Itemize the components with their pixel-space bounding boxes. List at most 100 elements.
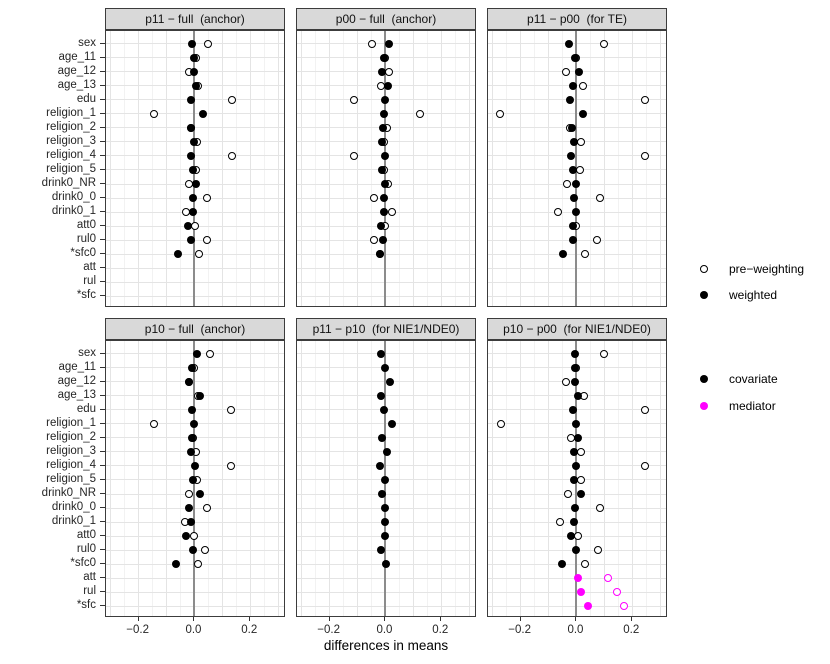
point-weighted xyxy=(384,81,393,90)
panel-strip: p11 − p00 (for TE) xyxy=(487,8,667,30)
x-axis-tick-label: −0.2 xyxy=(317,624,340,636)
gridline-vertical xyxy=(659,341,661,616)
gridline-vertical xyxy=(124,341,126,616)
y-axis-tick xyxy=(100,42,105,44)
x-axis-tick-label: −0.2 xyxy=(508,624,531,636)
point-weighted xyxy=(189,546,198,555)
gridline-vertical xyxy=(645,31,647,306)
x-axis-tick-label: 0.0 xyxy=(376,624,393,636)
point-weighted xyxy=(378,67,387,76)
gridline-vertical xyxy=(207,341,209,616)
gridline-vertical xyxy=(562,341,563,616)
y-axis-tick xyxy=(100,352,105,354)
legend-item-weighted: weighted xyxy=(700,288,777,302)
point-weighted xyxy=(381,532,390,541)
point-weighted xyxy=(570,53,579,62)
gridline-vertical xyxy=(301,341,303,616)
point-weighted xyxy=(569,236,578,245)
gridline-vertical xyxy=(589,341,591,616)
point-pre-weighting xyxy=(577,475,586,484)
point-pre-weighting xyxy=(181,208,190,217)
y-axis-tick xyxy=(100,267,105,269)
y-axis-tick xyxy=(100,450,105,452)
point-pre-weighting xyxy=(640,151,649,160)
point-pre-weighting xyxy=(562,180,571,188)
y-axis-tick xyxy=(100,56,105,58)
point-pre-weighting xyxy=(579,81,588,90)
gridline-vertical xyxy=(166,341,168,616)
gridline-vertical xyxy=(315,341,317,616)
point-weighted xyxy=(189,208,198,217)
point-pre-weighting xyxy=(369,236,378,245)
gridline-vertical xyxy=(617,31,619,306)
point-weighted xyxy=(378,236,387,245)
point-weighted xyxy=(381,475,390,484)
point-weighted xyxy=(570,518,579,527)
point-weighted xyxy=(570,504,579,513)
point-weighted xyxy=(381,518,390,527)
gridline-vertical xyxy=(492,31,494,306)
y-axis-label: age_13 xyxy=(57,388,96,401)
y-axis-label: religion_1 xyxy=(46,106,96,119)
open-circle-icon xyxy=(700,265,708,273)
y-axis-tick xyxy=(100,605,105,607)
point-weighted xyxy=(572,461,581,470)
point-weighted xyxy=(196,490,205,498)
point-weighted xyxy=(192,180,201,188)
point-weighted xyxy=(567,532,576,541)
y-axis-label: religion_5 xyxy=(46,162,96,175)
y-axis-label: age_13 xyxy=(57,78,96,91)
point-pre-weighting xyxy=(577,447,586,456)
panel-plot xyxy=(296,340,476,617)
point-weighted xyxy=(558,250,567,259)
gridline-vertical xyxy=(534,341,536,616)
gridline-vertical xyxy=(235,341,237,616)
x-axis-tick xyxy=(631,617,633,621)
point-weighted xyxy=(575,67,584,76)
point-weighted xyxy=(379,208,388,217)
point-weighted xyxy=(376,250,385,259)
gridline-vertical xyxy=(548,341,550,616)
panel-plot xyxy=(487,340,667,617)
y-axis-label: age_12 xyxy=(57,374,96,387)
gridline-vertical xyxy=(562,31,563,306)
point-weighted xyxy=(186,518,195,527)
gridline-vertical xyxy=(454,31,456,306)
x-axis-tick-label: 0.0 xyxy=(567,624,584,636)
point-pre-weighting xyxy=(349,95,358,104)
gridline-vertical xyxy=(263,31,265,306)
x-axis-tick xyxy=(328,617,330,621)
legend-item-covariate: covariate xyxy=(700,372,778,386)
y-axis-tick xyxy=(100,549,105,551)
gridline-vertical xyxy=(180,31,181,306)
y-axis-tick xyxy=(100,225,105,227)
panel-strip: p00 − full (anchor) xyxy=(296,8,476,30)
gridline-vertical xyxy=(631,341,633,616)
point-weighted xyxy=(187,363,196,372)
y-axis-label: att xyxy=(83,571,96,584)
panel-title: p11 − p00 (for TE) xyxy=(527,12,627,26)
x-axis-tick xyxy=(519,617,521,621)
point-weighted xyxy=(573,574,582,583)
point-weighted xyxy=(567,151,576,160)
panel-title: p11 − full (anchor) xyxy=(145,12,245,26)
point-pre-weighting xyxy=(195,250,204,259)
gridline-vertical xyxy=(506,341,508,616)
gridline-vertical xyxy=(235,31,237,306)
point-pre-weighting xyxy=(201,546,210,555)
point-pre-weighting xyxy=(228,95,237,104)
gridline-vertical xyxy=(659,31,661,306)
point-weighted xyxy=(190,67,199,76)
point-weighted xyxy=(187,39,196,48)
gridline-vertical xyxy=(440,31,442,306)
point-weighted xyxy=(576,490,585,498)
point-pre-weighting xyxy=(603,574,612,583)
gridline-vertical xyxy=(152,341,154,616)
y-axis-label: sex xyxy=(78,36,96,49)
point-weighted xyxy=(569,165,578,174)
point-pre-weighting xyxy=(600,349,609,358)
panel-title: p10 − full (anchor) xyxy=(144,322,246,336)
y-axis-label: edu xyxy=(76,92,96,105)
point-weighted xyxy=(379,405,388,414)
